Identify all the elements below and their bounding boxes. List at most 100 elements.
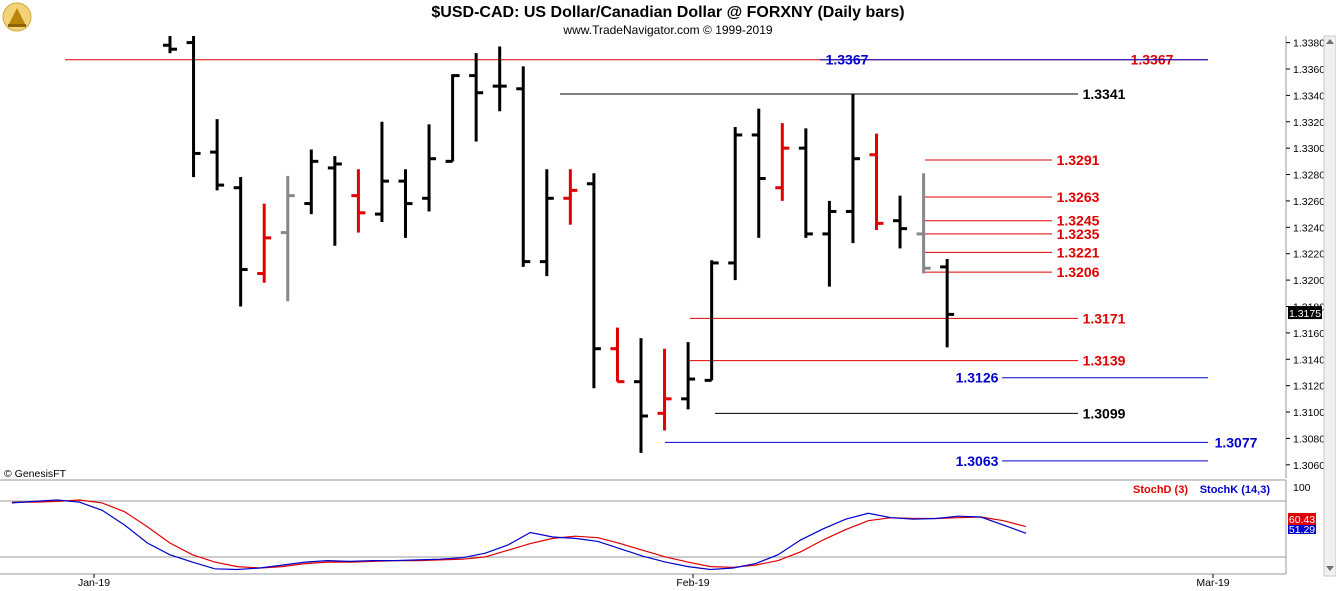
horizontal-levels: 1.33671.33671.33411.32911.32631.32451.32… (65, 52, 1258, 469)
level: 1.3221 (925, 244, 1100, 260)
level-label: 1.3263 (1057, 189, 1100, 205)
level: 1.3263 (925, 189, 1100, 205)
ohlc-bar (163, 36, 177, 54)
stochk-tag-label: 51.29 (1289, 524, 1315, 536)
chart-subtitle: www.TradeNavigator.com © 1999-2019 (562, 23, 772, 37)
stochk-tag: 51.29 (1288, 524, 1316, 536)
level-label: 1.3171 (1083, 310, 1126, 326)
ohlc-bar (940, 258, 955, 348)
ohlc-bar (610, 327, 625, 384)
ohlc-bar (469, 53, 484, 142)
ohlc-bar (233, 177, 248, 307)
y-tick-label: 1.3340 (1293, 90, 1325, 102)
ohlc-bar (327, 156, 342, 246)
ohlc-bars (163, 36, 955, 453)
level: 1.3099 (715, 405, 1126, 421)
ohlc-bar (798, 128, 813, 238)
y-tick-label: 1.3220 (1293, 249, 1325, 261)
ohlc-bar (634, 338, 648, 453)
level-label: 1.3126 (956, 370, 999, 386)
ohlc-bar (257, 203, 272, 283)
y-tick-label: 1.3320 (1293, 117, 1325, 129)
stochd-tag-label: 60.43 (1289, 514, 1315, 526)
ohlc-bar (374, 121, 389, 223)
level: 1.3126 (956, 370, 1208, 386)
y-tick-label: 1.3200 (1293, 275, 1325, 287)
ohlc-bar (445, 74, 460, 163)
y-tick-label: 1.3120 (1293, 381, 1325, 393)
y-tick-label: 1.3060 (1293, 460, 1325, 472)
y-axis-ticks: 1.3380 1.3360 1.3340 1.3320 1.3300 1.3280 1.32… (1286, 38, 1325, 472)
stochd-line (12, 499, 1027, 569)
ohlc-bar (775, 123, 790, 201)
level: 1.3235 (925, 226, 1100, 242)
chart-title: $USD-CAD: US Dollar/Canadian Dollar @ FO… (431, 4, 904, 21)
y-tick-label: 1.3100 (1293, 407, 1325, 419)
y-tick-label: 1.3380 (1293, 38, 1325, 50)
level: 1.3291 (925, 152, 1100, 168)
y-tick-label: 1.3260 (1293, 196, 1325, 208)
level-label: 1.3341 (1083, 86, 1126, 102)
level-label: 1.3367 (826, 52, 869, 68)
ohlc-bar (657, 348, 672, 431)
y-tick-label: 1.3080 (1293, 433, 1325, 445)
stochk-line (11, 499, 1027, 571)
ohlc-bar (280, 175, 295, 302)
y-tick-label: 1.3140 (1293, 354, 1325, 366)
ohlc-bar (186, 36, 201, 178)
y-tick-label: 1.3160 (1293, 328, 1325, 340)
y-tick-label: 1.3280 (1293, 170, 1325, 182)
level: 1.3341 (560, 86, 1126, 102)
ohlc-bar (822, 200, 837, 287)
stochd-tag: 60.43 (1288, 513, 1316, 526)
ohlc-bar (351, 169, 366, 233)
ohlc-bar (845, 94, 860, 244)
legend-stochk: StochK (14,3) (1200, 484, 1271, 496)
level-label: 1.3099 (1083, 405, 1126, 421)
ohlc-bar (210, 119, 225, 191)
level: 1.3171 (690, 310, 1126, 326)
ohlc-bar (869, 133, 884, 230)
level-label: 1.3245 (1057, 213, 1100, 229)
scrollbar[interactable] (1323, 35, 1336, 577)
scroll-up-icon[interactable] (1326, 39, 1334, 44)
ohlc-bar (916, 173, 931, 274)
y-tick-label: 1.3240 (1293, 222, 1325, 234)
ohlc-bar (563, 169, 578, 225)
level-label: 1.3291 (1057, 152, 1100, 168)
x-tick-label: Mar-19 (1196, 577, 1229, 589)
ohlc-bar (539, 169, 554, 277)
last-price-tag: 1.3175 (1288, 306, 1322, 320)
ohlc-bar (398, 169, 413, 238)
level: 1.3367 (820, 52, 1208, 68)
stoch-top-label: 100 (1293, 482, 1311, 494)
level-label: 1.3221 (1057, 244, 1100, 260)
ohlc-bar (422, 124, 437, 212)
x-tick-label: Jan-19 (78, 577, 110, 589)
y-tick-label: 1.3360 (1293, 64, 1325, 76)
ohlc-bar (586, 173, 601, 389)
legend-stochd: StochD (3) (1133, 484, 1188, 496)
ohlc-bar (516, 66, 531, 267)
level: 1.3063 (956, 453, 1208, 469)
level-label: 1.3063 (956, 453, 999, 469)
level-label: 1.3139 (1083, 353, 1126, 369)
ohlc-bar (681, 342, 696, 410)
ohlc-bar (704, 260, 719, 382)
level-label: 1.3077 (1215, 434, 1258, 450)
y-tick-label: 1.3300 (1293, 143, 1325, 155)
x-axis-labels: Jan-19 Feb-19 Mar-19 (78, 574, 1230, 589)
last-price-label: 1.3175 (1289, 308, 1321, 320)
ohlc-bar (893, 195, 908, 249)
logo (2, 2, 32, 32)
level: 1.3245 (925, 213, 1100, 229)
ohlc-bar (304, 149, 319, 215)
x-tick-label: Feb-19 (676, 577, 709, 589)
level-label: 1.3235 (1057, 226, 1100, 242)
ohlc-bar (728, 127, 743, 281)
ohlc-bar (751, 108, 766, 238)
level: 1.3139 (690, 353, 1126, 369)
scroll-down-icon[interactable] (1326, 566, 1334, 571)
